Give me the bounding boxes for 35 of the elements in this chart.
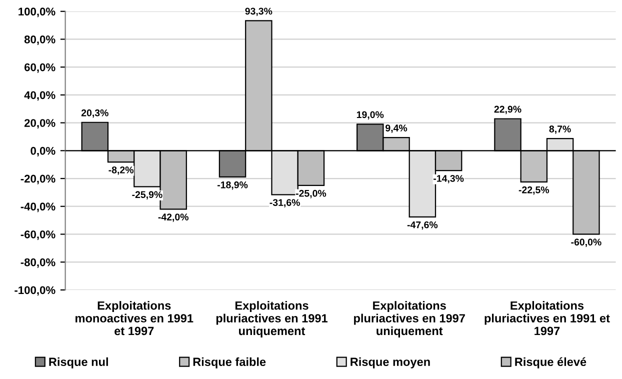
data-label: -25,0% (296, 190, 326, 198)
y-tick-label: 80,0% (24, 35, 56, 45)
data-label: -25,9% (132, 191, 162, 200)
y-tick-label: -40,0% (20, 202, 56, 212)
y-tick-label: -80,0% (20, 258, 56, 268)
data-label: 22,9% (494, 106, 522, 114)
x-tick-label: Exploitations monoactives en 1991 et 1997 (76, 301, 194, 336)
data-label: 20,3% (81, 109, 108, 118)
data-label: 93,3% (245, 8, 272, 16)
data-label: 9,4% (386, 124, 408, 133)
y-tick-label: -20,0% (20, 174, 56, 184)
x-tick-label: Exploitations pluriactives en 1991 et 1997 (484, 301, 610, 336)
legend-label: Risque moyen (350, 357, 430, 368)
data-label: -8,2% (108, 166, 134, 175)
y-tick-label: 60,0% (24, 63, 56, 73)
data-label: -14,3% (434, 174, 464, 184)
data-label: -31,6% (270, 199, 300, 208)
y-tick-label: -60,0% (20, 230, 56, 240)
y-tick-label: -100,0% (14, 286, 56, 296)
y-tick-label: 100,0% (18, 8, 56, 18)
y-tick-label: 0,0% (30, 146, 56, 156)
x-tick-label: Exploitations pluriactives en 1997 uniquement (354, 301, 465, 338)
data-label: -47,6% (407, 221, 438, 230)
legend-label: Risque élevé (515, 357, 586, 368)
data-label: -60,0% (571, 238, 602, 247)
legend-label: Risque nul (49, 357, 108, 368)
data-label: -42,0% (158, 214, 188, 222)
data-label: -18,9% (217, 181, 248, 190)
x-tick-label: Exploitations pluriactives en 1991 uniquement (216, 301, 328, 338)
y-tick-label: 20,0% (24, 119, 56, 129)
y-tick-label: 40,0% (24, 91, 56, 101)
data-label: 8,7% (549, 126, 571, 134)
data-label: 19,0% (356, 111, 384, 120)
legend-label: Risque faible (193, 357, 266, 368)
data-label: -22,5% (518, 186, 550, 195)
